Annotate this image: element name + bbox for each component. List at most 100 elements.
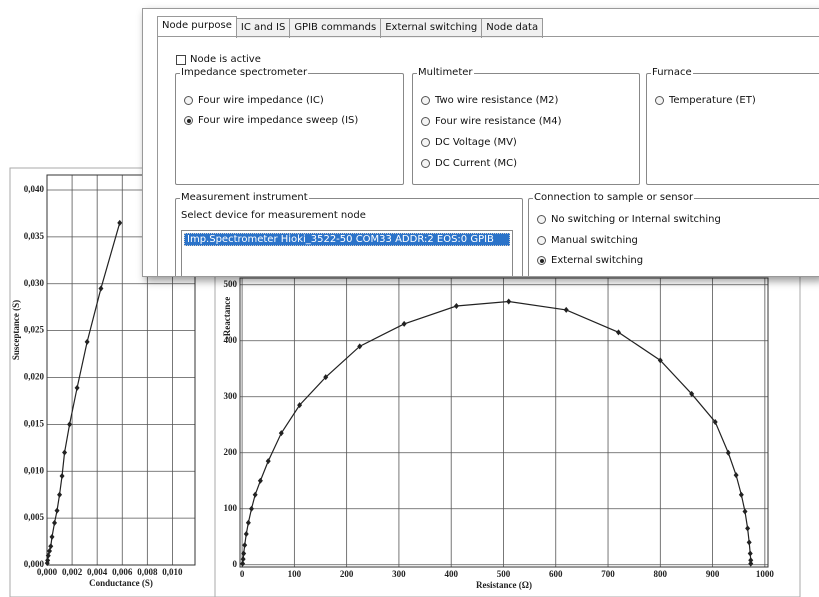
y-axis-label: -Reactance bbox=[222, 297, 232, 339]
radio-button[interactable] bbox=[421, 138, 430, 147]
radio-option[interactable]: External switching bbox=[537, 255, 643, 266]
marker bbox=[278, 430, 284, 437]
y-tick-label: 0,015 bbox=[24, 418, 45, 428]
radio-option[interactable]: Four wire impedance sweep (IS) bbox=[184, 115, 358, 126]
marker bbox=[747, 550, 753, 557]
x-tick-label: 300 bbox=[392, 569, 406, 579]
radio-label: Four wire resistance (M4) bbox=[435, 116, 562, 127]
y-tick-label: 500 bbox=[224, 279, 238, 289]
radio-label: Two wire resistance (M2) bbox=[435, 95, 559, 106]
group-title: Connection to sample or sensor bbox=[533, 192, 695, 203]
x-tick-label: 1000 bbox=[756, 569, 775, 579]
tab[interactable]: Node data bbox=[481, 18, 544, 38]
group-title: Furnace bbox=[651, 67, 693, 78]
tab[interactable]: External switching bbox=[380, 18, 483, 38]
device-row[interactable]: Imp.Spectrometer Hioki_3522-50 COM33 ADD… bbox=[184, 233, 510, 246]
marker bbox=[240, 556, 246, 563]
radio-option[interactable]: Four wire impedance (IC) bbox=[184, 95, 324, 106]
radio-option[interactable]: Manual switching bbox=[537, 235, 638, 246]
checkbox-box[interactable] bbox=[176, 54, 186, 65]
marker bbox=[357, 343, 363, 350]
marker bbox=[249, 505, 255, 512]
radio-button[interactable] bbox=[421, 159, 430, 168]
tab[interactable]: IC and IS bbox=[235, 18, 291, 38]
x-tick-label: 0,006 bbox=[112, 567, 133, 577]
marker bbox=[252, 491, 258, 498]
marker bbox=[748, 560, 754, 567]
x-tick-label: 100 bbox=[288, 569, 302, 579]
x-tick-label: 900 bbox=[706, 569, 720, 579]
x-tick-label: 200 bbox=[340, 569, 354, 579]
x-tick-label: 0,002 bbox=[62, 567, 83, 577]
radio-label: Manual switching bbox=[551, 234, 638, 246]
tab-strip: Node purpose IC and IS GPIB commands Extern… bbox=[157, 16, 544, 38]
radio-button[interactable] bbox=[537, 215, 546, 224]
radio-button[interactable] bbox=[537, 256, 546, 265]
marker bbox=[117, 219, 123, 226]
marker bbox=[54, 507, 60, 514]
marker bbox=[563, 306, 569, 313]
radio-label: External switching bbox=[551, 255, 644, 266]
x-tick-label: 0,004 bbox=[87, 567, 108, 577]
marker bbox=[506, 298, 512, 305]
group-box: Multimeter Two wire resistance (M2) Four w… bbox=[412, 67, 640, 185]
marker bbox=[738, 491, 744, 498]
group-title: Measurement instrument bbox=[180, 192, 309, 203]
radio-button[interactable] bbox=[537, 235, 546, 245]
x-tick-label: 0,010 bbox=[162, 567, 183, 577]
marker bbox=[84, 338, 90, 345]
x-tick-label: 0,008 bbox=[137, 567, 158, 577]
marker bbox=[74, 384, 80, 391]
radio-option[interactable]: No switching or Internal switching bbox=[537, 214, 721, 225]
prompt: Select device for measurement node bbox=[181, 210, 366, 221]
radio-button[interactable] bbox=[421, 96, 430, 105]
checkbox[interactable]: Node is active bbox=[176, 54, 261, 65]
x-tick-label: 400 bbox=[444, 569, 458, 579]
radio-option[interactable]: Temperature (ET) bbox=[655, 95, 756, 106]
tab[interactable]: Node purpose bbox=[157, 16, 237, 36]
radio-option[interactable]: Four wire resistance (M4) bbox=[421, 116, 562, 127]
y-tick-label: 400 bbox=[224, 335, 238, 345]
y-tick-label: 300 bbox=[224, 391, 238, 401]
x-tick-label: 600 bbox=[549, 569, 563, 579]
marker bbox=[241, 550, 247, 557]
x-tick-label: 0,000 bbox=[37, 567, 58, 577]
y-tick-label: 200 bbox=[224, 447, 238, 457]
tab-page: Node is active Impedance spectrometer Fou… bbox=[157, 36, 819, 276]
radio-option[interactable]: DC Voltage (MV) bbox=[421, 137, 517, 148]
radio-label: Four wire impedance (IC) bbox=[198, 95, 324, 106]
radio-button[interactable] bbox=[421, 117, 430, 126]
x-tick-label: 800 bbox=[654, 569, 668, 579]
marker bbox=[49, 533, 55, 540]
group-title: Impedance spectrometer bbox=[180, 67, 309, 78]
radio-button[interactable] bbox=[655, 96, 664, 105]
group-box: Impedance spectrometer Four wire impedanc… bbox=[175, 67, 404, 185]
marker bbox=[59, 472, 65, 479]
marker bbox=[657, 357, 663, 364]
marker bbox=[240, 560, 246, 567]
group-box: Measurement instrument Select device for… bbox=[175, 192, 523, 276]
group-box: Furnace Temperature (ET) bbox=[646, 67, 819, 185]
marker bbox=[689, 390, 695, 397]
marker bbox=[52, 519, 58, 526]
radio-option[interactable]: DC Current (MC) bbox=[421, 158, 517, 169]
radio-button[interactable] bbox=[184, 116, 193, 125]
radio-label: Temperature (ET) bbox=[669, 95, 756, 106]
radio-option[interactable]: Two wire resistance (M2) bbox=[421, 95, 558, 106]
radio-label: No switching or Internal switching bbox=[551, 214, 721, 225]
plot-frame bbox=[239, 277, 769, 568]
device-list[interactable]: Imp.Spectrometer Hioki_3522-50 COM33 ADD… bbox=[181, 230, 513, 276]
marker bbox=[453, 303, 459, 310]
x-axis-label: Conductance (S) bbox=[89, 578, 153, 588]
y-tick-label: 0,005 bbox=[24, 512, 45, 522]
radio-button[interactable] bbox=[184, 96, 193, 105]
marker bbox=[242, 542, 248, 549]
curve bbox=[46, 222, 121, 564]
y-tick-label: 0 bbox=[233, 559, 238, 569]
marker bbox=[746, 539, 752, 546]
checkbox-label: Node is active bbox=[190, 54, 261, 65]
marker bbox=[742, 508, 748, 515]
marker bbox=[297, 402, 303, 409]
tab[interactable]: GPIB commands bbox=[289, 18, 382, 38]
